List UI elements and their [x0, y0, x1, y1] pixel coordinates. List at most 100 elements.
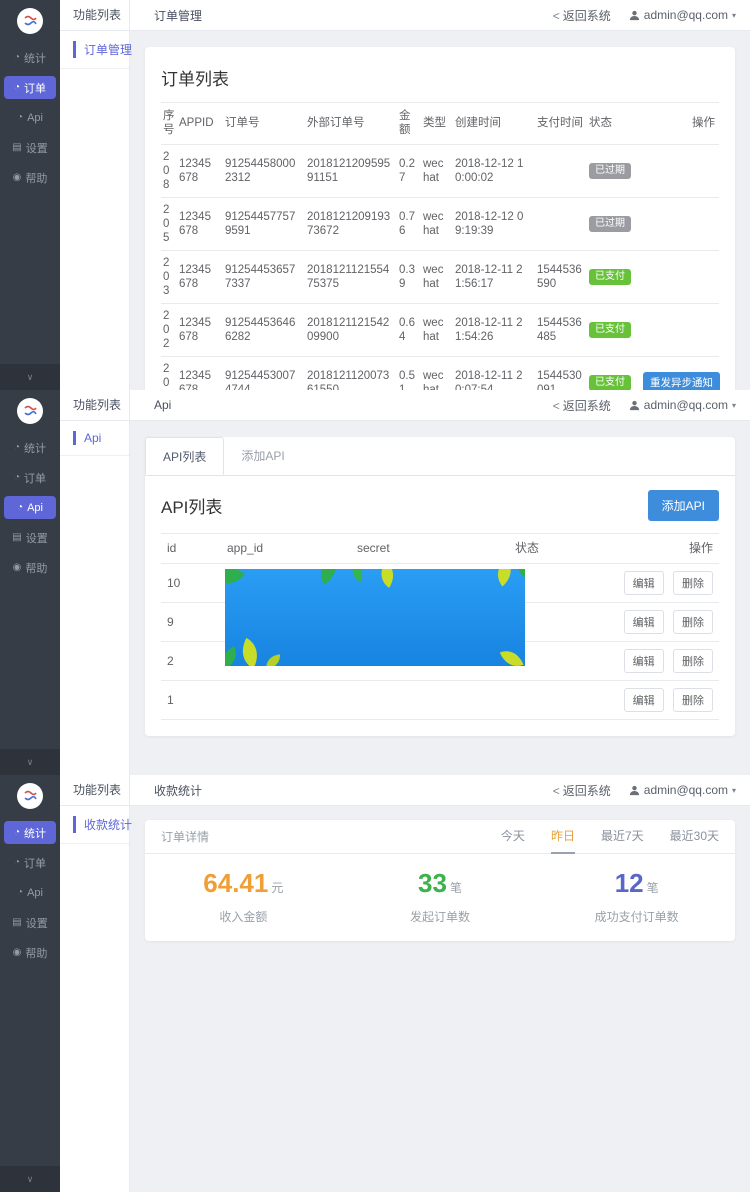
nav-item-icon: ▤ — [12, 531, 22, 543]
order-list-title: 订单列表 — [161, 70, 229, 89]
logo-avatar[interactable] — [17, 8, 43, 34]
cell-created: 2018-12-11 21:56:17 — [451, 250, 535, 304]
nav-item-label: Api — [27, 111, 43, 124]
user-icon — [629, 400, 639, 410]
function-menu: 订单管理 — [60, 31, 132, 69]
logo-avatar[interactable] — [17, 398, 43, 424]
user-menu[interactable]: admin@qq.com ▾ — [629, 783, 736, 797]
page-title: 订单管理 — [154, 8, 203, 23]
edit-button[interactable]: 编辑 — [623, 649, 664, 673]
sidebar-collapse-chevron-icon[interactable]: ∨ — [0, 749, 60, 775]
user-icon — [629, 785, 639, 795]
api-tabs: API列表 添加API — [145, 437, 735, 476]
col-seq: 序号 — [161, 102, 175, 145]
nav-item-icon: ◉ — [12, 171, 22, 183]
delete-button[interactable]: 删除 — [673, 649, 713, 673]
order-table: 序号 APPID 订单号 外部订单号 金额 类型 创建时间 支付时间 状态 操作 — [161, 102, 720, 390]
topbar: 订单管理 < 返回系统 admin@qq.com ▾ — [130, 0, 750, 31]
cell-ext-order-no: 201812120959591151 — [303, 144, 397, 198]
delete-button[interactable]: 删除 — [673, 571, 713, 595]
sidebar-nav-item[interactable]: ◔ 统计 — [4, 821, 56, 844]
function-list-title: 功能列表 — [60, 390, 129, 421]
date-range-tab[interactable]: 昨日 — [550, 820, 575, 854]
delete-button[interactable]: 删除 — [673, 610, 713, 634]
stat-block: 33 笔 发起订单数 — [342, 868, 539, 925]
function-list-title: 功能列表 — [60, 0, 129, 31]
function-menu: 收款统计 — [60, 806, 132, 844]
sidebar-nav-item[interactable]: ◔ 订单 — [4, 466, 56, 489]
col-status: 状态 — [585, 102, 639, 145]
user-email: admin@qq.com — [643, 783, 728, 797]
stat-unit: 笔 — [449, 881, 462, 895]
nav-item-icon: ▤ — [12, 141, 22, 153]
topbar: Api < 返回系统 admin@qq.com ▾ — [130, 390, 750, 421]
cell-ext-order-no: 201812112154209900 — [303, 303, 397, 357]
sidebar-nav-item[interactable]: ◔ Api — [4, 106, 56, 129]
api-table-header-row: id app_id secret 状态 操作 — [161, 533, 719, 564]
main-area: 收款统计 < 返回系统 admin@qq.com ▾ 订单详情 今天 — [130, 775, 750, 1192]
cell-type: wechat — [421, 356, 451, 390]
submenu-item-api[interactable]: Api — [73, 431, 129, 445]
back-to-system-link[interactable]: < 返回系统 — [552, 398, 611, 413]
nav-item-label: 设置 — [25, 532, 48, 545]
back-arrow-icon: < — [552, 398, 560, 413]
order-detail-header: 订单详情 今天 昨日 最近7天 最近30天 — [145, 820, 735, 854]
stats-row: 64.41 元 收入金额 33 笔 发起订单数 12 笔 成功支付订单数 — [145, 854, 735, 941]
nav-item-icon: ◔ — [13, 81, 21, 93]
api-tab[interactable]: API列表 — [145, 437, 225, 475]
sidebar-nav-item[interactable]: ◔ 统计 — [4, 46, 56, 69]
sidebar-nav-item[interactable]: ▤ 设置 — [4, 911, 56, 934]
cell-created: 2018-12-11 20:07:54 — [451, 356, 535, 390]
sidebar-nav-item[interactable]: ◔ 统计 — [4, 436, 56, 459]
date-range-tab[interactable]: 最近30天 — [669, 829, 719, 843]
sidebar-nav-item[interactable]: ◉ 帮助 — [4, 166, 56, 189]
stat-unit: 元 — [271, 881, 284, 895]
sidebar-collapse-chevron-icon[interactable]: ∨ — [0, 364, 60, 390]
col-ext-order-no: 外部订单号 — [303, 102, 397, 145]
cell-id: 9 — [161, 602, 221, 642]
cell-seq: 202 — [161, 303, 175, 357]
sidebar-nav-item[interactable]: ◉ 帮助 — [4, 941, 56, 964]
status-badge: 已过期 — [589, 162, 631, 179]
edit-button[interactable]: 编辑 — [623, 610, 664, 634]
cell-status — [509, 680, 599, 720]
sidebar-nav-item[interactable]: ◔ 订单 — [4, 76, 56, 99]
sidebar-collapse-chevron-icon[interactable]: ∨ — [0, 1166, 60, 1192]
date-range-tab[interactable]: 最近7天 — [600, 829, 644, 843]
user-menu[interactable]: admin@qq.com ▾ — [629, 398, 736, 412]
col-status: 状态 — [509, 533, 599, 564]
edit-button[interactable]: 编辑 — [623, 688, 664, 712]
nav-item-icon: ◔ — [13, 51, 21, 63]
cell-order-no: 912544536577337 — [221, 250, 303, 304]
sidebar-nav-item[interactable]: ◔ Api — [4, 496, 56, 519]
logo-avatar[interactable] — [17, 783, 43, 809]
sidebar-nav-item[interactable]: ◔ 订单 — [4, 851, 56, 874]
api-table-wrap: id app_id secret 状态 操作 10 — [161, 533, 719, 720]
cell-type: wechat — [421, 144, 451, 198]
api-list-title: API列表 — [161, 498, 223, 517]
status-badge: 已支付 — [589, 268, 631, 285]
sidebar-nav-item[interactable]: ▤ 设置 — [4, 526, 56, 549]
col-app-id: app_id — [221, 533, 351, 564]
status-badge: 已过期 — [589, 215, 631, 232]
date-range-tab[interactable]: 今天 — [500, 829, 525, 843]
sidebar-nav-item[interactable]: ▤ 设置 — [4, 136, 56, 159]
cell-ext-order-no: 201812120919373672 — [303, 197, 397, 251]
edit-button[interactable]: 编辑 — [623, 571, 664, 595]
delete-button[interactable]: 删除 — [673, 688, 713, 712]
sidebar-nav-item[interactable]: ◉ 帮助 — [4, 556, 56, 579]
user-menu[interactable]: admin@qq.com ▾ — [629, 8, 736, 22]
sidebar-nav-item[interactable]: ◔ Api — [4, 881, 56, 904]
back-to-system-link[interactable]: < 返回系统 — [552, 8, 611, 23]
cell-appid: 12345678 — [175, 197, 221, 251]
logo-image — [24, 405, 37, 416]
cell-created: 2018-12-12 10:00:02 — [451, 144, 535, 198]
resend-notify-button[interactable]: 重发异步通知 — [643, 371, 720, 390]
add-api-button[interactable]: 添加API — [647, 490, 719, 521]
primary-sidebar: ◔ 统计 ◔ 订单 ◔ Api ▤ 设置 — [0, 775, 60, 1192]
submenu-item-payment-stats[interactable]: 收款统计 — [73, 816, 132, 833]
api-tab[interactable]: 添加API — [241, 449, 285, 463]
back-to-system-link[interactable]: < 返回系统 — [552, 783, 611, 798]
stat-block: 64.41 元 收入金额 — [145, 868, 342, 925]
submenu-item-order-manage[interactable]: 订单管理 — [73, 41, 132, 58]
